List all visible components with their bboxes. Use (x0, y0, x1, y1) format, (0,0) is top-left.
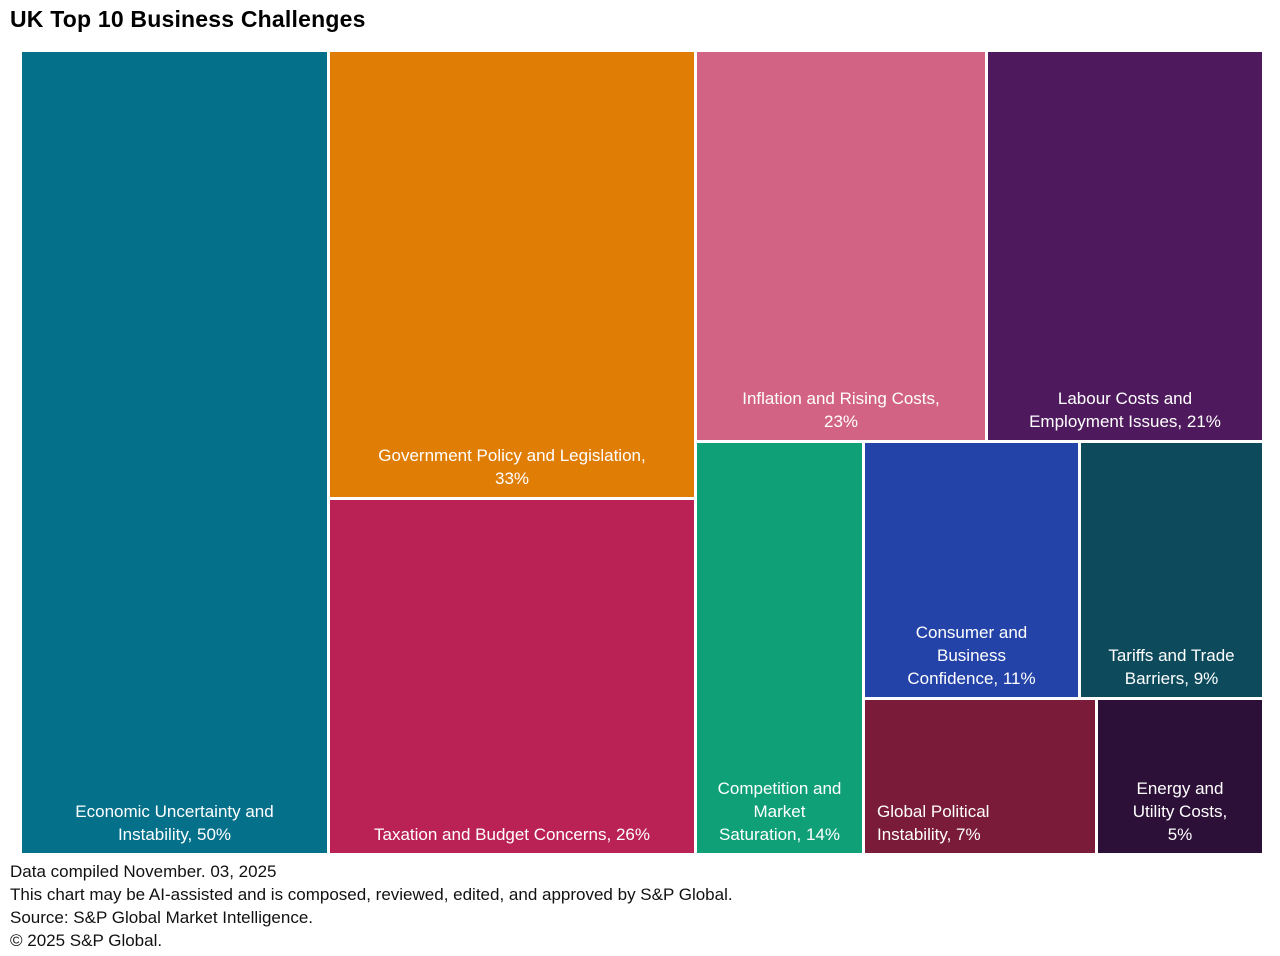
footer: Data compiled November. 03, 2025 This ch… (10, 860, 733, 952)
treemap-tile-global-political-instability: Global Political Instability, 7% (865, 700, 1095, 853)
tile-label: Labour Costs and Employment Issues, 21% (1029, 389, 1221, 431)
treemap-tile-competition-and-market-saturation: Competition and Market Saturation, 14% (697, 443, 862, 853)
tile-label: Taxation and Budget Concerns, 26% (374, 825, 650, 844)
chart-title: UK Top 10 Business Challenges (10, 6, 366, 32)
treemap-tile-economic-uncertainty-and-instability: Economic Uncertainty and Instability, 50… (22, 52, 327, 853)
treemap-tile-energy-and-utility-costs: Energy and Utility Costs, 5% (1098, 700, 1262, 853)
tile-label: Competition and Market Saturation, 14% (717, 779, 842, 844)
footer-copyright: © 2025 S&P Global. (10, 931, 163, 950)
tile-label: Economic Uncertainty and Instability, 50… (75, 802, 274, 844)
footer-source: Source: S&P Global Market Intelligence. (10, 908, 314, 927)
treemap-tile-tariffs-and-trade-barriers: Tariffs and Trade Barriers, 9% (1081, 443, 1262, 697)
treemap-tile-taxation-and-budget-concerns: Taxation and Budget Concerns, 26% (330, 500, 694, 853)
tile-label: Energy and Utility Costs, 5% (1132, 779, 1228, 844)
tile-label: Government Policy and Legislation, 33% (378, 446, 646, 488)
tile-label: Global Political Instability, 7% (877, 802, 990, 844)
tile-label: Inflation and Rising Costs, 23% (742, 389, 940, 431)
tile-label: Consumer and Business Confidence, 11% (907, 623, 1036, 688)
treemap-tile-government-policy-and-legislation: Government Policy and Legislation, 33% (330, 52, 694, 497)
footer-ai-disclaimer: This chart may be AI-assisted and is com… (10, 885, 733, 904)
tile-label: Tariffs and Trade Barriers, 9% (1108, 646, 1235, 688)
treemap-tile-inflation-and-rising-costs: Inflation and Rising Costs, 23% (697, 52, 985, 440)
treemap-tile-consumer-and-business-confidence: Consumer and Business Confidence, 11% (865, 443, 1078, 697)
treemap: Economic Uncertainty and Instability, 50… (22, 52, 1262, 853)
footer-compiled-date: Data compiled November. 03, 2025 (10, 862, 277, 881)
treemap-tile-labour-costs-and-employment-issues: Labour Costs and Employment Issues, 21% (988, 52, 1262, 440)
